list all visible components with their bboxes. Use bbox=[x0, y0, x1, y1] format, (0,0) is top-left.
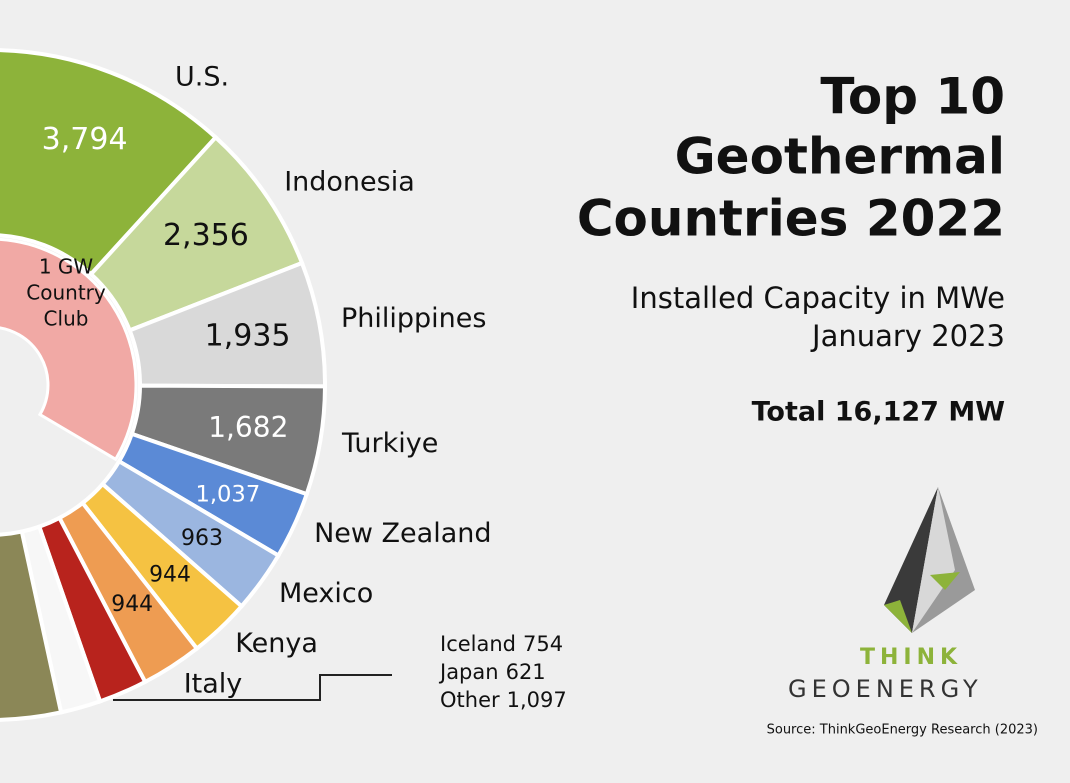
value-label: 2,356 bbox=[163, 218, 249, 253]
logo-text: THINK bbox=[860, 645, 962, 670]
value-label: 963 bbox=[181, 526, 223, 551]
leader-line bbox=[113, 674, 392, 701]
value-label: 754 bbox=[523, 632, 563, 656]
value-label: 621 bbox=[506, 660, 546, 684]
category-label: Iceland bbox=[440, 632, 516, 656]
chart-title: Top 10 bbox=[820, 68, 1005, 126]
logo-mark bbox=[884, 487, 975, 633]
group-label: 1 GW bbox=[39, 255, 94, 279]
category-label: Other bbox=[440, 688, 500, 712]
value-label: 944 bbox=[149, 562, 191, 587]
slice bbox=[0, 529, 64, 722]
side-label: Japan 621 bbox=[438, 660, 546, 684]
side-label: Iceland 754 bbox=[440, 632, 563, 656]
slice bbox=[0, 48, 219, 277]
category-label: Indonesia bbox=[284, 166, 415, 197]
category-label: Mexico bbox=[279, 578, 373, 609]
subtitle: January 2023 bbox=[810, 319, 1005, 353]
category-label: Japan bbox=[438, 660, 499, 684]
chart-title: Countries 2022 bbox=[577, 190, 1005, 248]
category-label: Philippines bbox=[341, 303, 486, 334]
source: Source: ThinkGeoEnergy Research (2023) bbox=[767, 723, 1038, 738]
category-label: Kenya bbox=[235, 628, 318, 659]
value-label: 1,682 bbox=[208, 411, 288, 444]
value-label: 3,794 bbox=[42, 122, 128, 157]
category-label: Turkiye bbox=[341, 428, 438, 459]
group-label: Club bbox=[44, 307, 89, 331]
total: Total 16,127 MW bbox=[752, 397, 1005, 428]
value-label: 944 bbox=[111, 592, 153, 617]
subtitle: Installed Capacity in MWe bbox=[631, 281, 1005, 315]
value-label: 1,037 bbox=[195, 481, 260, 507]
category-label: Italy bbox=[184, 668, 243, 699]
side-label: Other 1,097 bbox=[440, 688, 567, 712]
category-label: U.S. bbox=[175, 62, 229, 93]
logo-text: GEOENERGY bbox=[788, 675, 983, 703]
category-label: New Zealand bbox=[314, 518, 491, 549]
value-label: 1,935 bbox=[205, 318, 291, 353]
group-ring bbox=[0, 237, 138, 462]
group-label: Country bbox=[26, 281, 106, 305]
value-label: 1,097 bbox=[507, 688, 567, 712]
donut: 3,794 U.S. 2,356 Indonesia 1,935 Philippines 1… bbox=[0, 48, 492, 722]
chart-title: Geothermal bbox=[675, 128, 1005, 186]
